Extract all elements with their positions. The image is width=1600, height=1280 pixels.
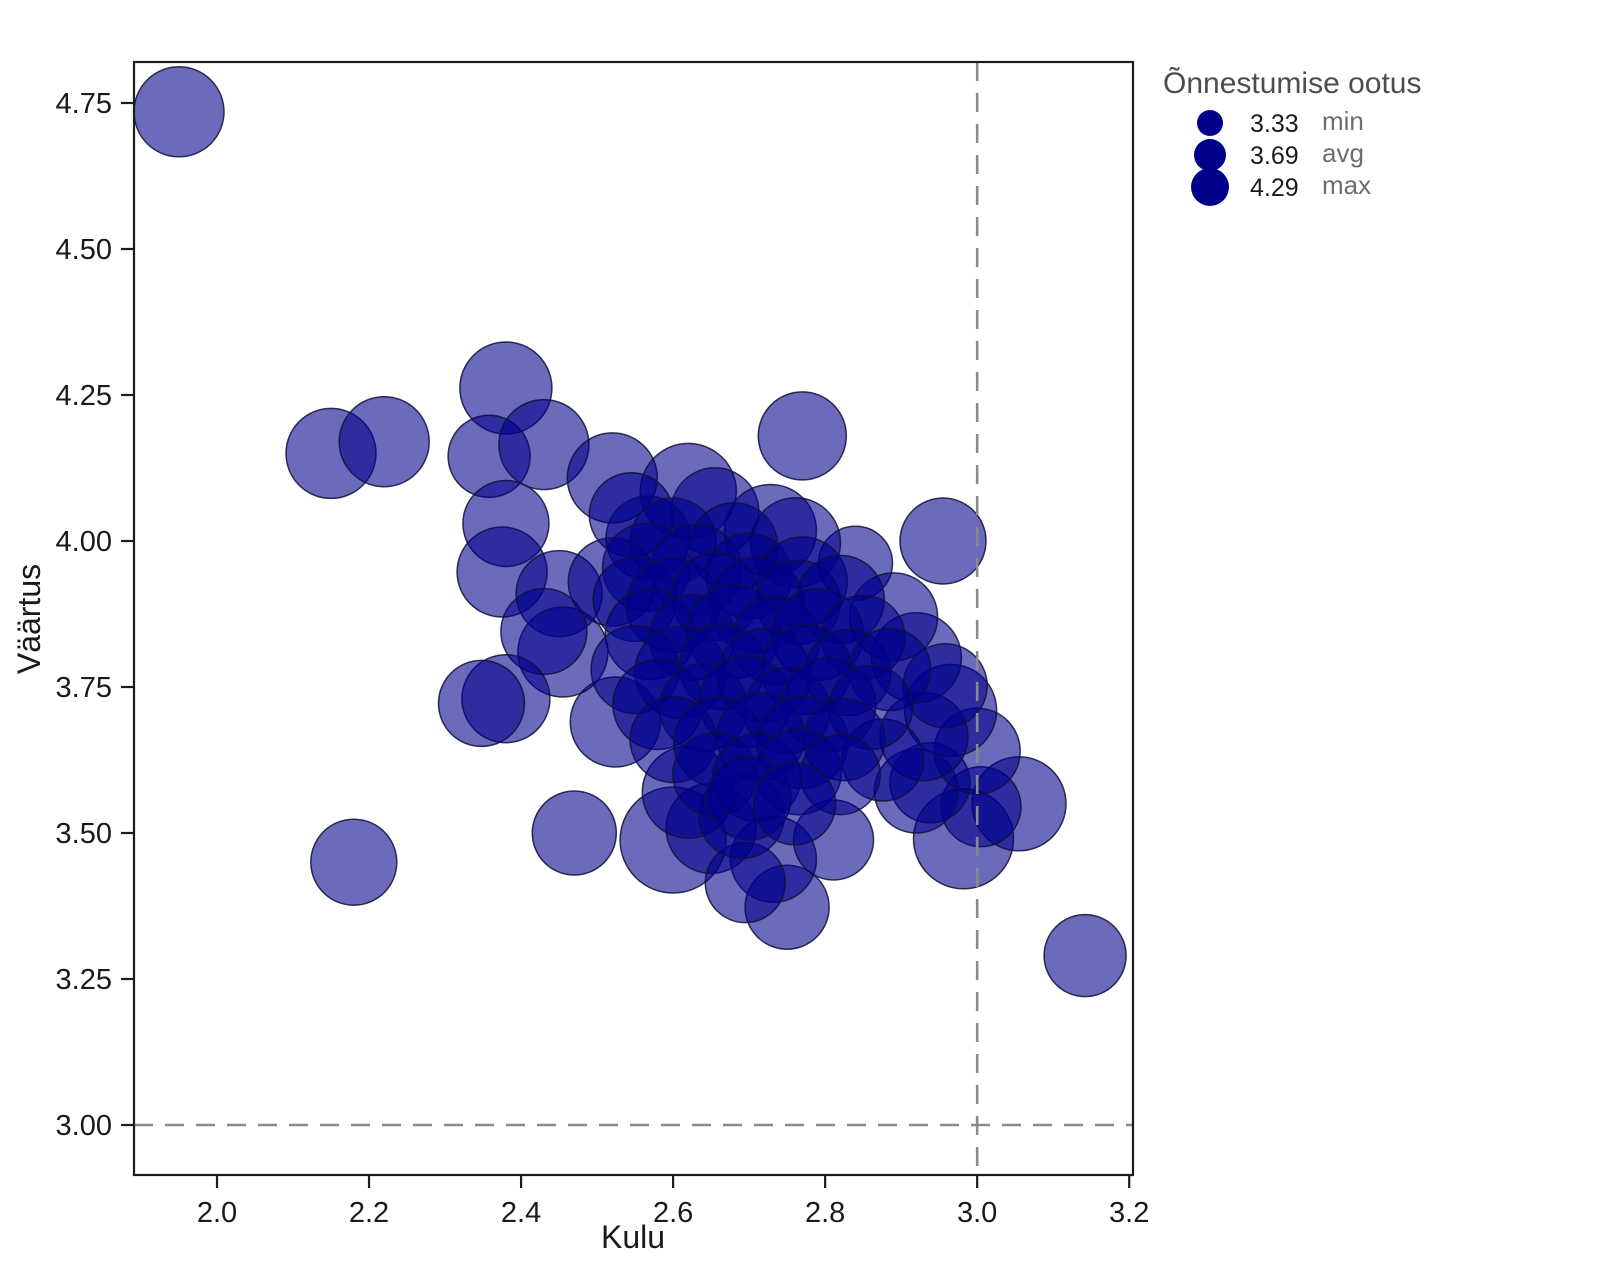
y-tick-label: 4.00 — [56, 526, 112, 558]
y-tick-label: 3.00 — [56, 1110, 112, 1142]
bubble — [752, 762, 837, 846]
bubble — [310, 818, 398, 906]
bubble — [1043, 913, 1127, 998]
x-tick-label: 3.0 — [957, 1197, 997, 1229]
y-tick-label: 4.50 — [56, 234, 112, 266]
bubble — [531, 790, 618, 876]
x-tick-label: 2.2 — [349, 1197, 389, 1229]
plot-area-border — [132, 60, 1135, 1177]
legend-label-max: max — [1322, 170, 1371, 200]
x-tick-label: 2.0 — [197, 1197, 237, 1229]
legend-marker-avg — [1194, 139, 1226, 171]
bubble — [500, 587, 588, 676]
legend-marker-max — [1191, 168, 1229, 206]
y-tick-label: 4.25 — [56, 380, 112, 412]
legend-value-max: 4.29 — [1250, 174, 1299, 202]
y-axis-label: Väärtus — [11, 564, 47, 674]
y-tick-label: 3.25 — [56, 964, 112, 996]
bubble — [437, 659, 526, 748]
y-tick-label: 3.75 — [56, 672, 112, 704]
x-tick-label: 2.6 — [653, 1197, 693, 1229]
bubble — [757, 391, 848, 481]
x-axis-ticks: 2.0 2.2 2.4 2.6 2.8 3.0 3.2 — [197, 1175, 1149, 1229]
x-tick-label: 3.2 — [1109, 1197, 1149, 1229]
legend-marker-min — [1197, 110, 1223, 136]
bubble-layer — [133, 66, 1127, 998]
x-tick-label: 2.4 — [501, 1197, 541, 1229]
legend-label-avg: avg — [1322, 138, 1364, 168]
legend-title: Õnnestumise ootus — [1163, 66, 1421, 100]
reference-lines — [134, 62, 1133, 1175]
legend-label-min: min — [1322, 106, 1364, 136]
bubble — [899, 497, 987, 585]
x-tick-label: 2.8 — [805, 1197, 845, 1229]
legend-value-avg: 3.69 — [1250, 142, 1299, 170]
y-tick-label: 4.75 — [56, 88, 112, 120]
bubble — [133, 66, 225, 158]
x-axis-label: Kulu — [601, 1219, 665, 1255]
y-tick-label: 3.50 — [56, 818, 112, 850]
bubble — [338, 395, 430, 488]
legend: Õnnestumise ootus 3.33 min 3.69 avg 4.29… — [1163, 66, 1421, 206]
y-axis-ticks: 3.00 3.25 3.50 3.75 4.00 4.25 4.50 4.75 — [56, 88, 134, 1142]
legend-value-min: 3.33 — [1250, 110, 1299, 138]
